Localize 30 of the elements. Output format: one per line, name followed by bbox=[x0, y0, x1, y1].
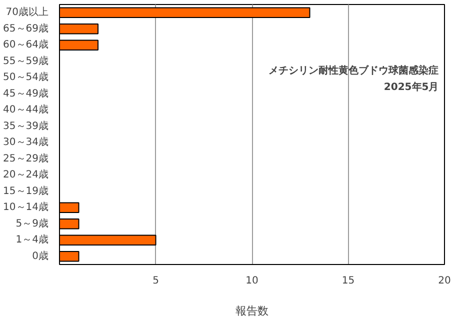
bar bbox=[60, 218, 80, 230]
x-tick-label: 5 bbox=[152, 276, 159, 286]
bar bbox=[60, 24, 98, 34]
y-tick-label: 10～14歳 bbox=[3, 201, 49, 214]
y-tick-label: 15～19歳 bbox=[3, 184, 49, 197]
y-tick-label: 35～39歳 bbox=[3, 120, 49, 132]
bar bbox=[60, 202, 80, 213]
y-tick-label: 0歳 bbox=[32, 250, 49, 262]
y-tick-label: 20～24歳 bbox=[3, 168, 49, 181]
y-tick-label: 40～44歳 bbox=[3, 104, 49, 116]
bar bbox=[60, 40, 98, 50]
y-tick-label: 5～9歳 bbox=[16, 217, 49, 230]
y-tick-label: 30～34歳 bbox=[3, 136, 49, 148]
y-tick-label: 45～49歳 bbox=[3, 87, 49, 100]
y-tick-label: 50～54歳 bbox=[3, 71, 49, 84]
x-tick-label: 10 bbox=[246, 276, 258, 286]
x-tick-label: 15 bbox=[342, 276, 355, 286]
y-tick-label: 60～64歳 bbox=[3, 38, 49, 51]
y-tick-label: 70歳以上 bbox=[6, 6, 49, 18]
y-tick-label: 65～69歳 bbox=[3, 22, 49, 34]
y-tick-label: 55～59歳 bbox=[3, 54, 49, 67]
bar bbox=[60, 7, 310, 18]
bar bbox=[60, 251, 80, 262]
x-axis-title: 報告数 bbox=[236, 304, 268, 318]
annotation: 2025年5月 bbox=[384, 80, 439, 93]
y-tick-label: 25～29歳 bbox=[3, 152, 49, 164]
x-tick-label: 20 bbox=[438, 276, 451, 286]
y-tick-label: 1～4歳 bbox=[16, 234, 49, 246]
annotation: メチシリン耐性黄色ブドウ球菌感染症 bbox=[268, 64, 439, 77]
bar bbox=[60, 234, 156, 246]
